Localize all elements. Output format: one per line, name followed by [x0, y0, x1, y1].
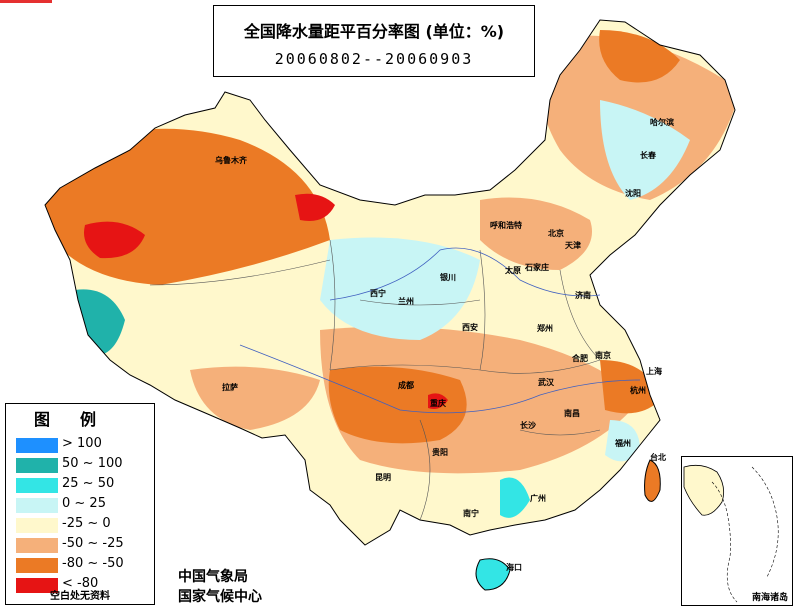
- legend-item: < -80: [12, 576, 152, 594]
- hainan-island: [475, 558, 511, 591]
- inset-map: [683, 464, 779, 603]
- city-label-chongqing: 重庆: [430, 399, 446, 408]
- legend: 图例 > 100 50 ~ 100 25 ~ 50 0 ~ 25 -25 ~ 0…: [5, 403, 155, 605]
- city-label-kunming: 昆明: [375, 473, 391, 482]
- map-title: 全国降水量距平百分率图 (单位：%): [243, 22, 505, 41]
- legend-swatch: [16, 498, 58, 513]
- title-box: 全国降水量距平百分率图 (单位：%) 20060802--20060903: [213, 5, 535, 77]
- city-label-shenyang: 沈阳: [625, 189, 641, 198]
- city-label-lhasa: 拉萨: [222, 383, 238, 392]
- legend-title: 图例: [33, 410, 126, 429]
- city-label-tianjin: 天津: [565, 241, 581, 250]
- city-label-harbin: 哈尔滨: [650, 118, 674, 127]
- city-label-urumqi: 乌鲁木齐: [215, 156, 247, 165]
- city-label-wuhan: 武汉: [538, 378, 554, 387]
- legend-label: 50 ~ 100: [62, 456, 123, 471]
- legend-item: > 100: [12, 436, 152, 454]
- legend-label: < -80: [62, 576, 99, 591]
- city-label-nanjing: 南京: [595, 351, 611, 360]
- city-label-taiyuan: 太原: [505, 266, 521, 275]
- legend-label: -25 ~ 0: [62, 516, 111, 531]
- taiwan-island: [644, 459, 661, 502]
- city-label-jinan: 济南: [575, 291, 591, 300]
- city-label-hohhot: 呼和浩特: [490, 221, 522, 230]
- city-label-xining: 西宁: [370, 289, 386, 298]
- province-boundaries: [149, 239, 601, 521]
- legend-swatch: [16, 518, 58, 533]
- city-label-shijiazhuang: 石家庄: [525, 263, 549, 272]
- city-label-xian: 西安: [462, 323, 478, 332]
- legend-note: 空白处无资料: [50, 591, 110, 602]
- city-label-nanning: 南宁: [463, 509, 479, 518]
- city-label-nanchang: 南昌: [564, 409, 580, 418]
- rivers: [239, 247, 641, 414]
- inset-label: 南海诸岛: [751, 593, 788, 603]
- legend-item: 0 ~ 25: [12, 496, 152, 514]
- legend-swatch: [16, 558, 58, 573]
- legend-label: -50 ~ -25: [62, 536, 124, 551]
- legend-label: 25 ~ 50: [62, 476, 115, 491]
- legend-item: 25 ~ 50: [12, 476, 152, 494]
- city-label-lanzhou: 兰州: [398, 297, 414, 306]
- city-label-chengdu: 成都: [398, 381, 414, 390]
- city-label-changchun: 长春: [640, 151, 656, 160]
- agency-cma: 中国气象局: [178, 569, 248, 585]
- city-label-guiyang: 贵阳: [432, 448, 448, 457]
- city-label-guangzhou: 广州: [530, 494, 546, 503]
- agency-ncc: 国家气候中心: [178, 589, 262, 605]
- legend-label: 0 ~ 25: [62, 496, 106, 511]
- legend-swatch: [16, 458, 58, 473]
- city-label-fuzhou: 福州: [615, 439, 631, 448]
- legend-label: > 100: [62, 436, 102, 451]
- legend-item: -80 ~ -50: [12, 556, 152, 574]
- legend-swatch: [16, 478, 58, 493]
- city-label-hefei: 合肥: [572, 354, 588, 363]
- date-range: 20060802--20060903: [274, 50, 474, 68]
- legend-swatch: [16, 438, 58, 453]
- legend-label: -80 ~ -50: [62, 556, 124, 571]
- top-edge-marker: [0, 0, 52, 3]
- legend-swatch: [16, 578, 58, 593]
- city-label-changsha: 长沙: [520, 421, 536, 430]
- city-label-yinchuan: 银川: [440, 273, 456, 282]
- legend-item: -25 ~ 0: [12, 516, 152, 534]
- legend-item: 50 ~ 100: [12, 456, 152, 474]
- city-label-haikou: 海口: [506, 563, 522, 572]
- city-label-hangzhou: 杭州: [630, 386, 646, 395]
- city-label-zhengzhou: 郑州: [537, 324, 553, 333]
- south-china-sea-inset: 南海诸岛: [681, 456, 793, 606]
- legend-swatch: [16, 538, 58, 553]
- city-label-taipei: 台北: [650, 453, 666, 462]
- legend-item: -50 ~ -25: [12, 536, 152, 554]
- city-label-shanghai: 上海: [646, 367, 662, 376]
- city-label-beijing: 北京: [548, 229, 564, 238]
- china-border: [44, 19, 736, 546]
